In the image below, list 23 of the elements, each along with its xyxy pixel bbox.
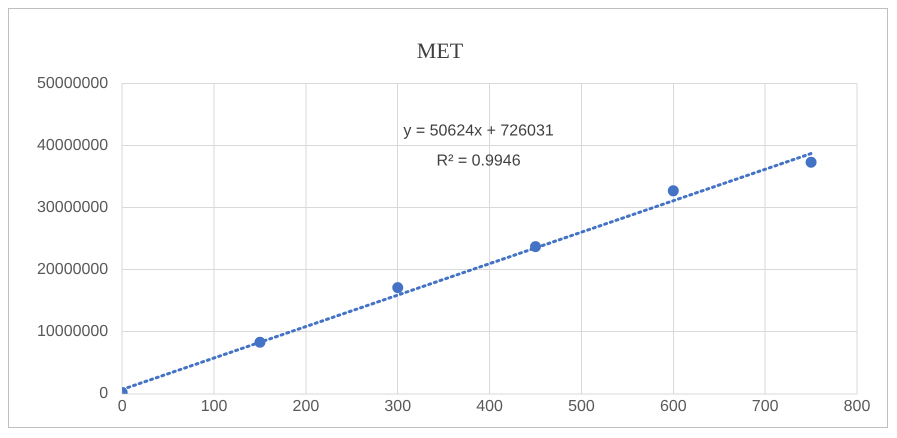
x-tick-label: 800 — [844, 398, 870, 415]
y-tick-label: 50000000 — [37, 74, 108, 92]
x-tick-label: 600 — [660, 398, 687, 415]
x-tick-label: 0 — [118, 398, 127, 415]
chart-title: MET — [416, 38, 464, 63]
point — [254, 336, 266, 348]
x-tick-label: 500 — [568, 398, 595, 415]
point — [668, 185, 679, 196]
y-tick-label: 10000000 — [37, 323, 108, 340]
y-tick-label: 40000000 — [37, 136, 108, 154]
x-tick-label: 200 — [292, 398, 320, 415]
y-tick-label: 0 — [99, 385, 108, 402]
point — [392, 282, 404, 294]
annotation: R² = 0.9946 — [436, 152, 521, 170]
x-tick-label: 700 — [752, 398, 779, 415]
annotation: y = 50624x + 726031 — [403, 122, 554, 140]
y-tick-label: 30000000 — [37, 198, 108, 216]
y-tick-label: 20000000 — [37, 261, 108, 278]
x-tick-label: 400 — [476, 398, 504, 415]
point — [806, 156, 817, 168]
x-tick-label: 300 — [384, 398, 412, 415]
x-tick-label: 100 — [200, 398, 228, 415]
point — [530, 241, 542, 252]
